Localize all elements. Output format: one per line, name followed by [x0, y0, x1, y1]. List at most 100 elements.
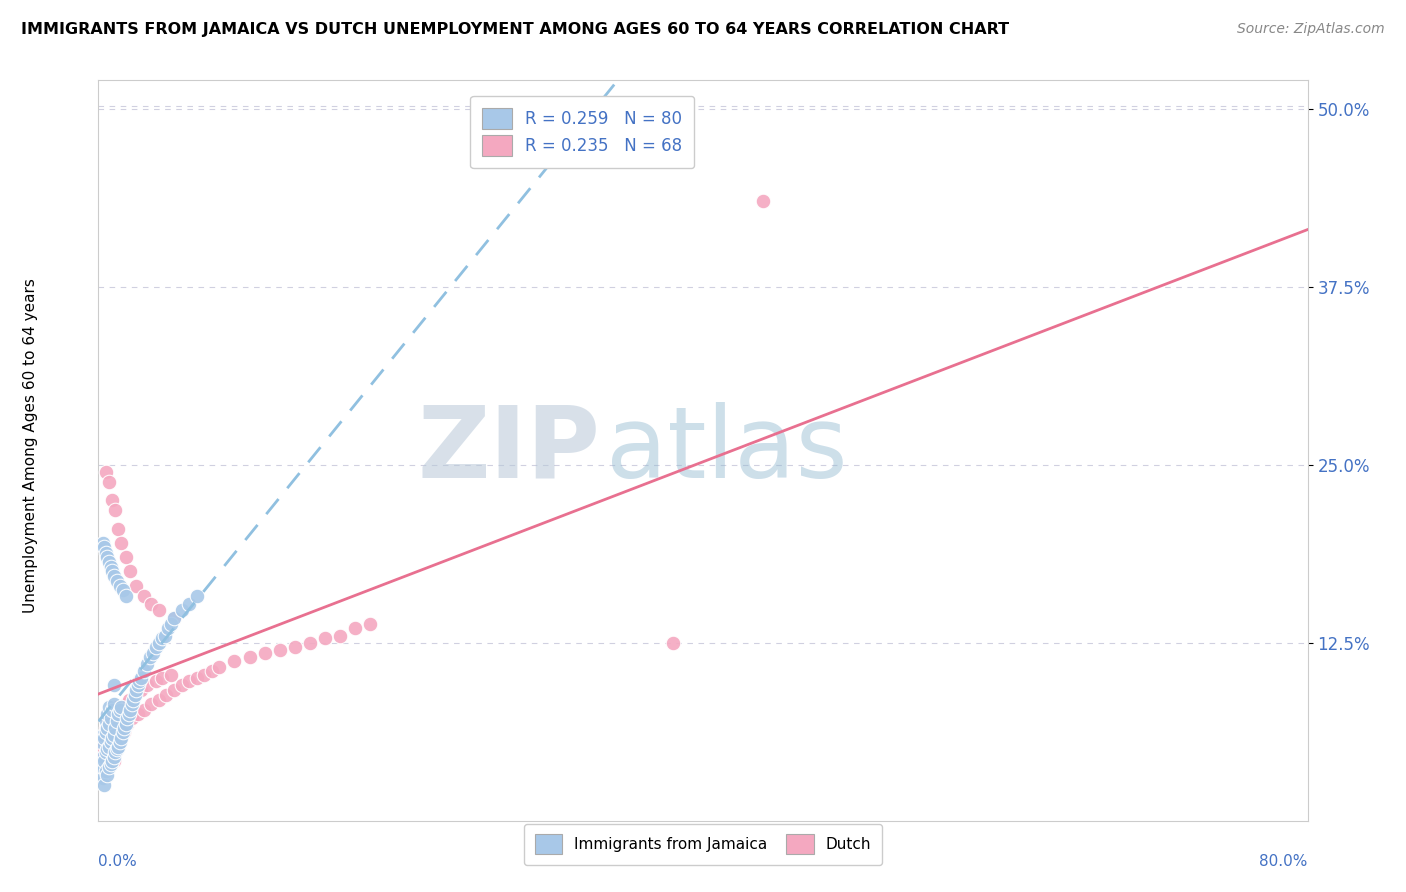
- Point: [314, 632, 336, 646]
- Point: [114, 550, 136, 565]
- Point: [90, 759, 112, 773]
- Point: [98, 475, 121, 489]
- Point: [118, 706, 141, 721]
- Point: [155, 689, 177, 703]
- Point: [129, 671, 152, 685]
- Point: [124, 689, 146, 703]
- Point: [132, 703, 155, 717]
- Point: [118, 692, 141, 706]
- Point: [91, 728, 114, 742]
- Point: [107, 739, 129, 754]
- Point: [128, 674, 150, 689]
- Point: [139, 649, 162, 664]
- Point: [110, 699, 132, 714]
- Point: [93, 728, 115, 742]
- Point: [105, 742, 128, 756]
- Point: [94, 465, 117, 479]
- Point: [96, 768, 118, 782]
- Point: [142, 646, 165, 660]
- Point: [122, 692, 145, 706]
- Point: [93, 778, 115, 792]
- Point: [160, 668, 183, 682]
- Point: [100, 560, 122, 574]
- Point: [93, 754, 115, 768]
- Point: [148, 635, 170, 649]
- Point: [269, 642, 291, 657]
- Point: [101, 754, 124, 768]
- Point: [91, 745, 114, 759]
- Point: [108, 735, 131, 749]
- Point: [163, 611, 186, 625]
- Point: [89, 754, 111, 768]
- Point: [201, 664, 224, 678]
- Point: [148, 603, 170, 617]
- Point: [121, 697, 143, 711]
- Point: [132, 664, 155, 678]
- Point: [101, 565, 124, 579]
- Point: [752, 194, 775, 209]
- Point: [112, 721, 135, 735]
- Point: [110, 731, 132, 745]
- Point: [96, 706, 118, 721]
- Point: [100, 711, 122, 725]
- Text: 0.0%: 0.0%: [98, 854, 138, 869]
- Point: [94, 546, 117, 560]
- Point: [108, 579, 131, 593]
- Point: [107, 706, 129, 721]
- Point: [125, 579, 148, 593]
- Point: [104, 721, 127, 735]
- Point: [101, 731, 124, 745]
- Point: [96, 721, 118, 735]
- Point: [103, 699, 125, 714]
- Point: [129, 682, 152, 697]
- Point: [98, 759, 121, 773]
- Point: [91, 749, 114, 764]
- Point: [100, 731, 122, 745]
- Point: [125, 682, 148, 697]
- Point: [150, 632, 173, 646]
- Point: [103, 749, 125, 764]
- Point: [112, 725, 135, 739]
- Point: [661, 635, 683, 649]
- Point: [111, 725, 134, 739]
- Point: [101, 725, 124, 739]
- Point: [114, 697, 136, 711]
- Point: [135, 678, 157, 692]
- Point: [100, 706, 122, 721]
- Point: [100, 756, 122, 771]
- Point: [93, 731, 115, 745]
- Point: [141, 597, 163, 611]
- Point: [160, 617, 183, 632]
- Point: [91, 771, 114, 785]
- Point: [91, 536, 114, 550]
- Point: [115, 711, 138, 725]
- Point: [94, 721, 117, 735]
- Text: Unemployment Among Ages 60 to 64 years: Unemployment Among Ages 60 to 64 years: [24, 278, 38, 614]
- Point: [193, 668, 215, 682]
- Point: [208, 660, 231, 674]
- Point: [135, 657, 157, 671]
- Point: [114, 716, 136, 731]
- Point: [127, 706, 149, 721]
- Point: [104, 716, 127, 731]
- Point: [101, 703, 124, 717]
- Point: [108, 731, 131, 745]
- Point: [127, 678, 149, 692]
- Point: [156, 622, 179, 636]
- Point: [101, 493, 124, 508]
- Point: [104, 503, 127, 517]
- Point: [103, 728, 125, 742]
- Point: [100, 735, 122, 749]
- Point: [170, 603, 193, 617]
- Point: [224, 654, 246, 668]
- Point: [90, 735, 112, 749]
- Point: [94, 759, 117, 773]
- Point: [104, 745, 127, 759]
- Point: [153, 628, 176, 642]
- Point: [98, 739, 121, 754]
- Point: [120, 703, 142, 717]
- Text: IMMIGRANTS FROM JAMAICA VS DUTCH UNEMPLOYMENT AMONG AGES 60 TO 64 YEARS CORRELAT: IMMIGRANTS FROM JAMAICA VS DUTCH UNEMPLO…: [21, 22, 1010, 37]
- Point: [103, 754, 125, 768]
- Point: [148, 692, 170, 706]
- Point: [170, 678, 193, 692]
